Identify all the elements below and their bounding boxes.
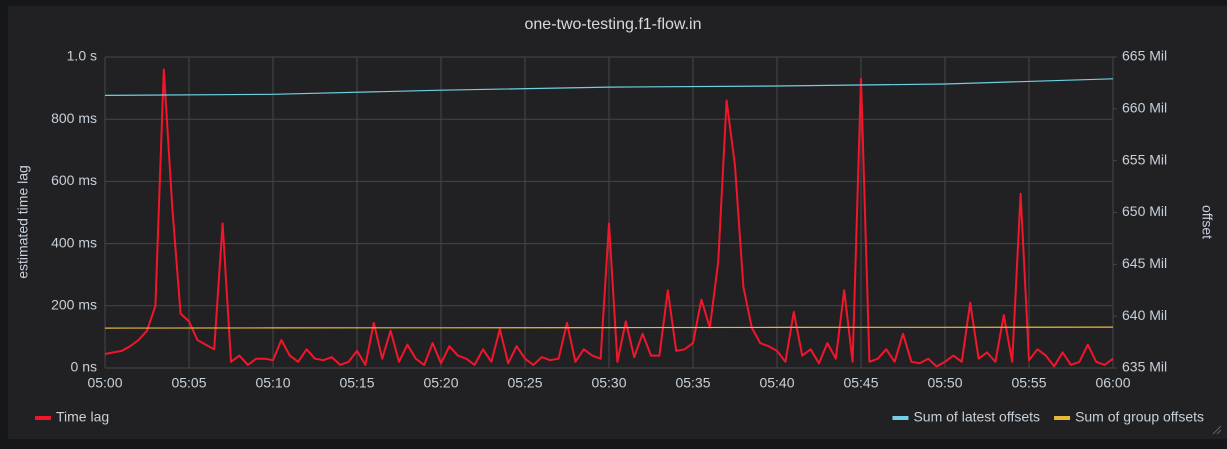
panel-bg [8, 6, 1227, 439]
legend-swatch [892, 416, 909, 420]
y2-tick-label: 660 Mil [1122, 100, 1167, 116]
x-tick-label: 06:00 [1095, 375, 1130, 391]
x-tick-label: 05:35 [675, 375, 710, 391]
legend-label: Time lag [56, 409, 109, 425]
y2-tick-label: 640 Mil [1122, 307, 1167, 323]
series-line [104, 68, 1114, 368]
x-tick-label: 05:20 [423, 375, 458, 391]
x-tick-label: 05:50 [927, 375, 962, 391]
y2-tick-label: 645 Mil [1122, 255, 1167, 271]
series-line [104, 326, 1114, 329]
y-tick-label: 1.0 s [67, 48, 97, 64]
y2-tick-label: 635 Mil [1122, 359, 1167, 375]
y-tick-label: 800 ms [51, 110, 97, 126]
resize-handle[interactable] [1212, 425, 1222, 435]
x-tick-label: 05:05 [171, 375, 206, 391]
x-tick-label: 05:30 [591, 375, 626, 391]
y-tick-label: 200 ms [51, 297, 97, 313]
x-tick-label: 05:45 [843, 375, 878, 391]
y2-tick-label: 650 Mil [1122, 203, 1167, 219]
x-tick-label: 05:40 [759, 375, 794, 391]
legend-label: Sum of latest offsets [913, 409, 1040, 425]
y-axis-label: estimated time lag [15, 165, 31, 279]
y-tick-label: 600 ms [51, 172, 97, 188]
legend-label: Sum of group offsets [1075, 409, 1204, 425]
x-tick-label: 05:00 [87, 375, 122, 391]
legend-swatch [1054, 416, 1071, 420]
x-tick-label: 05:15 [339, 375, 374, 391]
y-tick-label: 400 ms [51, 234, 97, 250]
y2-axis-label: offset [1199, 205, 1215, 239]
y2-tick-label: 665 Mil [1122, 48, 1167, 64]
x-tick-label: 05:55 [1011, 375, 1046, 391]
x-tick-label: 05:10 [255, 375, 290, 391]
legend-swatch [35, 416, 51, 420]
chart-title: one-two-testing.f1-flow.in [525, 16, 702, 33]
series-line [104, 78, 1114, 96]
y2-tick-label: 655 Mil [1122, 151, 1167, 167]
y-tick-label: 0 ns [71, 359, 97, 375]
x-tick-label: 05:25 [507, 375, 542, 391]
